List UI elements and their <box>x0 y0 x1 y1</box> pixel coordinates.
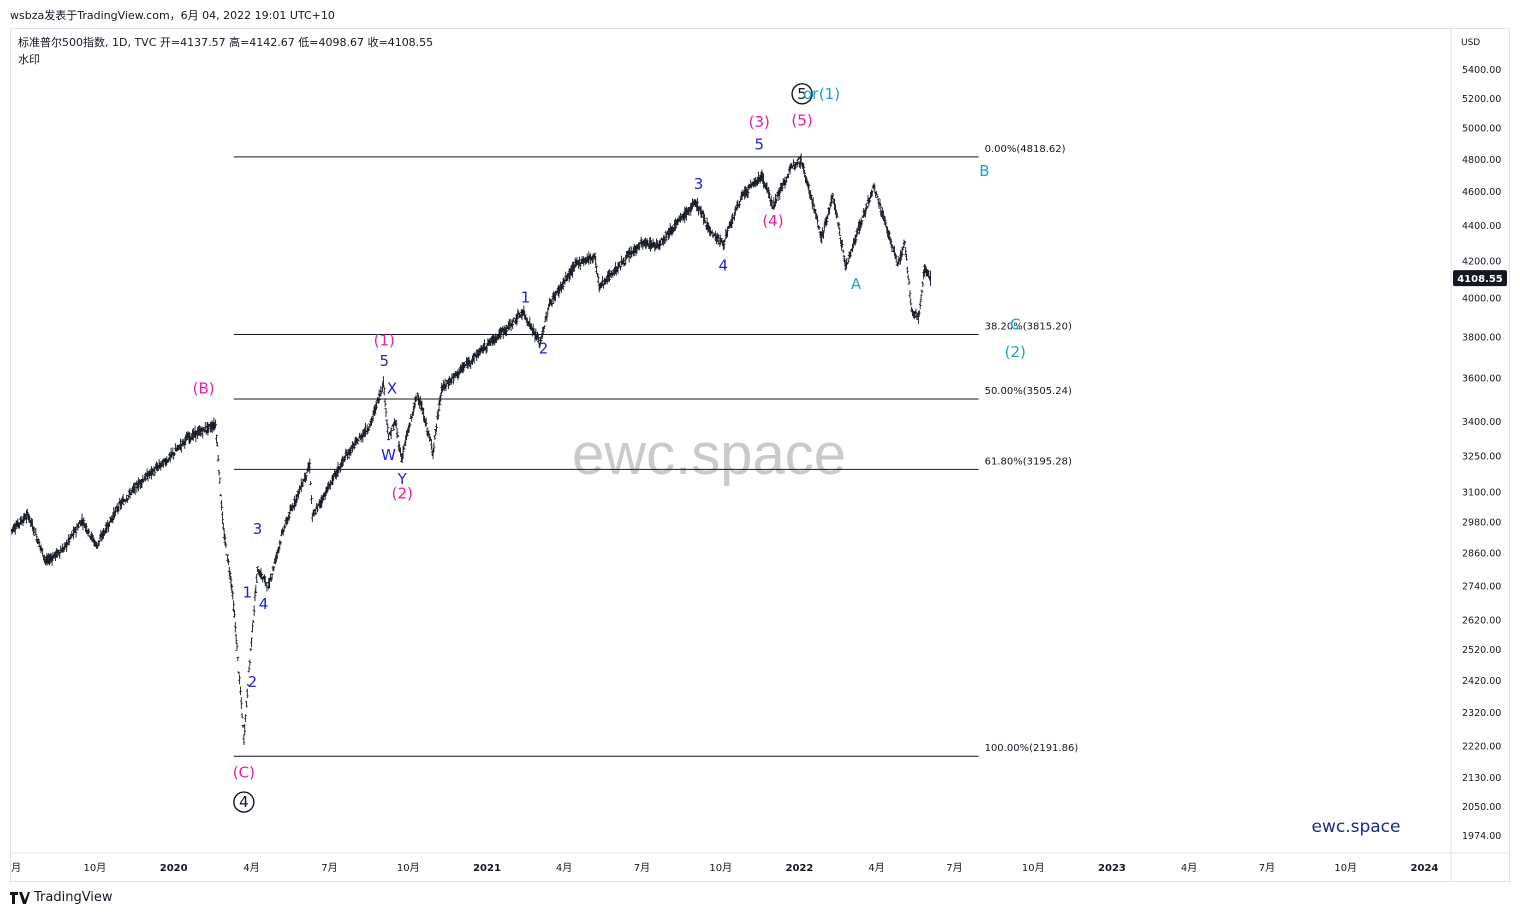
y-tick-label: 4200.00 <box>1462 256 1501 267</box>
wave-label: 5 <box>379 352 389 370</box>
wave-label: (C) <box>233 763 255 781</box>
wave-label: 3 <box>694 175 704 193</box>
header-meta: wsbza发表于TradingView.com，6月 04, 2022 19:0… <box>10 9 335 22</box>
wave-label: 1 <box>243 584 253 602</box>
wave-label: C <box>1010 316 1020 334</box>
x-tick-label: 7月 <box>946 862 962 874</box>
x-tick-label: 7月 <box>634 862 650 874</box>
y-tick-label: 2050.00 <box>1462 802 1501 813</box>
wave-label: 4 <box>239 793 249 811</box>
wave-label: W <box>381 446 396 464</box>
y-tick-label: 2980.00 <box>1462 517 1501 528</box>
fib-level-label: 38.20%(3815.20) <box>985 321 1072 332</box>
watermark-text: ewc.space <box>572 422 846 487</box>
tradingview-logo-icon <box>10 891 30 904</box>
x-tick-label: 2023 <box>1098 863 1126 874</box>
last-price-label: 4108.55 <box>1457 274 1503 285</box>
y-tick-label: 3100.00 <box>1462 487 1501 498</box>
footer-brand: TradingView <box>34 890 113 905</box>
brand-text: ewc.space <box>1312 817 1401 837</box>
y-tick-label: 2420.00 <box>1462 676 1501 687</box>
wave-label: B <box>979 162 989 180</box>
y-tick-label: 2220.00 <box>1462 741 1501 752</box>
y-tick-label: 4800.00 <box>1462 155 1501 166</box>
y-tick-label: 1974.00 <box>1462 831 1501 842</box>
y-tick-label: 5200.00 <box>1462 94 1501 105</box>
x-tick-label: 2020 <box>160 863 188 874</box>
wave-label: (5) <box>791 112 812 130</box>
x-tick-label: 2021 <box>473 863 501 874</box>
x-tick-label: 4月 <box>243 862 259 874</box>
y-tick-label: 3400.00 <box>1462 417 1501 428</box>
wave-label: 1 <box>521 288 531 306</box>
wave-circle <box>233 791 255 813</box>
x-tick-label: 10月 <box>1022 862 1045 874</box>
wave-label: Y <box>397 470 408 488</box>
y-tick-label: 3250.00 <box>1462 451 1501 462</box>
x-tick-label: 7月 <box>321 862 337 874</box>
wave-label: (2) <box>1005 343 1026 361</box>
x-tick-label: 10月 <box>397 862 420 874</box>
x-tick-label: 2022 <box>786 863 814 874</box>
x-tick-label: 4月 <box>556 862 572 874</box>
wave-label: (1) <box>374 332 395 350</box>
y-tick-label: 2320.00 <box>1462 708 1501 719</box>
fib-level-label: 61.80%(3195.28) <box>985 456 1072 467</box>
chart-frame[interactable]: ewc.space USD 5400.00 5200.00 5000.00 4800.00… <box>10 28 1510 882</box>
y-tick-label: 2860.00 <box>1462 549 1501 560</box>
x-tick-label: 10月 <box>84 862 107 874</box>
x-tick-label: 2024 <box>1411 863 1439 874</box>
wave-label: 4 <box>719 256 729 274</box>
symbol-line: 标准普尔500指数, 1D, TVC 开=4137.57 高=4142.67 低… <box>18 36 434 49</box>
wave-label: X <box>387 380 397 398</box>
wave-circle <box>791 83 813 105</box>
fib-level-label: 100.00%(2191.86) <box>985 743 1079 754</box>
x-tick-label: 4月 <box>868 862 884 874</box>
y-tick-label: 4400.00 <box>1462 221 1501 232</box>
x-tick-label: 10月 <box>709 862 732 874</box>
wave-label: (1) <box>819 85 840 103</box>
footer: TradingView <box>10 890 113 905</box>
wave-label: 2 <box>539 340 549 358</box>
x-tick-label: 4月 <box>1181 862 1197 874</box>
wave-label: or <box>803 85 819 103</box>
y-tick-label: 2740.00 <box>1462 581 1501 592</box>
y-tick-label: 5400.00 <box>1462 65 1501 76</box>
wave-label: (4) <box>762 212 783 230</box>
wave-label: 2 <box>248 673 258 691</box>
y-tick-label: 2130.00 <box>1462 773 1501 784</box>
x-tick-label: 7月 <box>1259 862 1275 874</box>
y-tick-label: 5000.00 <box>1462 124 1501 135</box>
wave-label: 5 <box>754 136 764 154</box>
wave-label: 3 <box>253 520 263 538</box>
wave-label: (3) <box>749 113 770 131</box>
fib-level-label: 50.00%(3505.24) <box>985 386 1072 397</box>
last-price-badge <box>1453 270 1507 287</box>
y-tick-label: 3800.00 <box>1462 333 1501 344</box>
wave-label: (B) <box>193 380 215 398</box>
y-tick-label: 3600.00 <box>1462 374 1501 385</box>
price-chart[interactable]: ewc.space USD 5400.00 5200.00 5000.00 4800.00… <box>11 29 1509 881</box>
currency-label: USD <box>1461 38 1480 48</box>
fib-level-label: 0.00%(4818.62) <box>985 144 1066 155</box>
watermark-label: 水印 <box>18 53 40 66</box>
y-tick-label: 4000.00 <box>1462 293 1501 304</box>
y-tick-label: 2520.00 <box>1462 645 1501 656</box>
y-tick-label: 4600.00 <box>1462 187 1501 198</box>
wave-label: A <box>851 275 862 293</box>
y-tick-label: 2620.00 <box>1462 615 1501 626</box>
x-tick-label: 月 <box>11 862 21 874</box>
wave-label: (2) <box>392 485 413 503</box>
wave-label: 5 <box>797 85 807 103</box>
wave-label: 4 <box>259 595 269 613</box>
x-tick-label: 10月 <box>1334 862 1357 874</box>
